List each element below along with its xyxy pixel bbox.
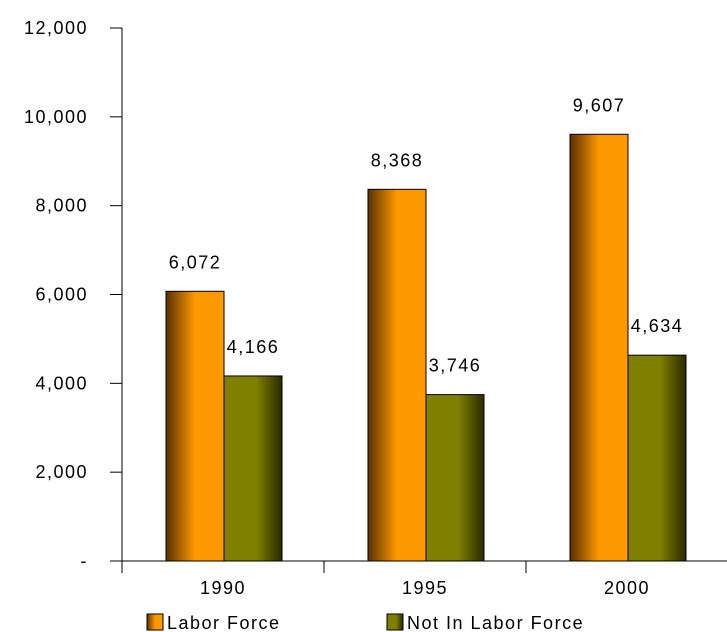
x-category-label: 2000: [604, 578, 650, 598]
y-tick-label: 12,000: [24, 18, 88, 38]
x-category-label: 1995: [402, 578, 448, 598]
y-tick-label: 2,000: [35, 462, 88, 482]
x-category-label: 1990: [200, 578, 246, 598]
data-label: 4,166: [227, 337, 280, 357]
bars: [165, 133, 687, 562]
data-label: 6,072: [169, 252, 222, 272]
legend-label: Labor Force: [167, 613, 281, 632]
bar-not-in-labor-force-1990: [223, 375, 283, 562]
bar-labor-force-1990: [165, 290, 225, 562]
bar-labor-force-2000: [569, 133, 629, 562]
legend-swatch: [146, 613, 164, 631]
y-axis: - 2,000 4,000 6,000 8,000 10,000 12,000: [24, 18, 123, 571]
y-tick-label: 4,000: [35, 373, 88, 393]
data-label: 4,634: [631, 316, 684, 336]
data-label: 8,368: [371, 150, 424, 170]
bar-not-in-labor-force-2000: [627, 354, 687, 562]
legend: Labor Force Not In Labor Force: [146, 613, 584, 632]
legend-label: Not In Labor Force: [407, 613, 584, 632]
y-tick-label: 10,000: [24, 107, 88, 127]
y-tick-label: -: [81, 551, 89, 571]
x-axis: 1990 1995 2000: [121, 560, 727, 598]
legend-swatch: [386, 613, 404, 631]
data-label: 3,746: [429, 356, 482, 376]
data-label: 9,607: [573, 95, 626, 115]
bar-labor-force-1995: [367, 188, 427, 562]
y-tick-label: 8,000: [35, 196, 88, 216]
data-labels: 6,072 4,166 8,368 3,746 9,607 4,634: [169, 95, 684, 376]
y-tick-label: 6,000: [35, 285, 88, 305]
bar-not-in-labor-force-1995: [425, 394, 485, 562]
